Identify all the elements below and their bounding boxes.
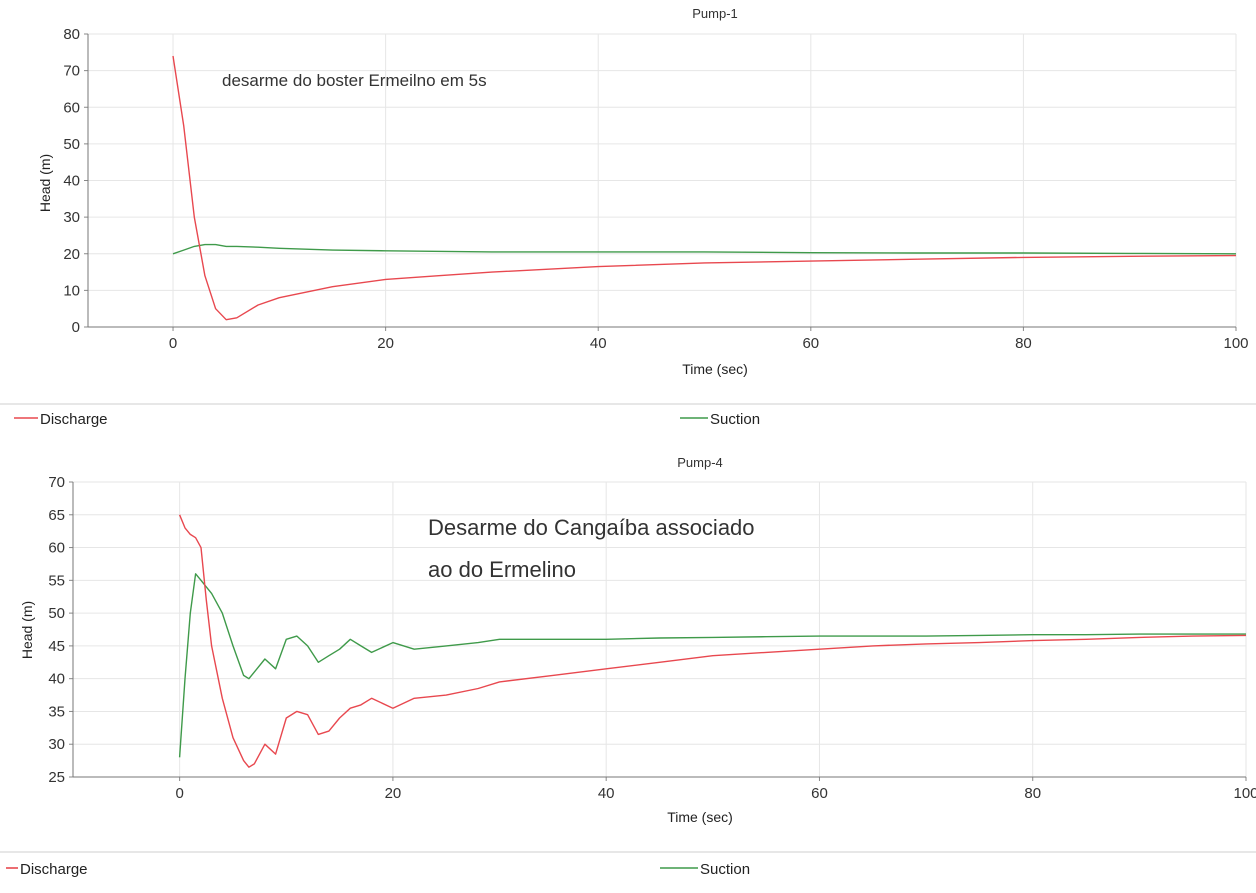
chart-title: Pump-4 xyxy=(677,455,723,470)
series-line-suction xyxy=(172,243,1237,255)
chart-annotation-line-2: ao do Ermelino xyxy=(428,557,576,582)
plot-area: 25 30 35 40 45 50 55 60 65 70 0 20 40 60 80 100 xyxy=(48,474,1256,802)
x-axis-title: Time (sec) xyxy=(682,361,748,377)
x-tick-label: 80 xyxy=(1024,785,1041,802)
x-tick-label: 60 xyxy=(802,335,819,352)
y-tick-label: 60 xyxy=(48,540,65,557)
y-tick-label: 25 xyxy=(48,769,65,786)
series-line-suction xyxy=(178,573,1246,758)
x-tick-label: 20 xyxy=(377,335,394,352)
series-line-discharge xyxy=(178,514,1247,768)
y-tick-label: 30 xyxy=(63,209,80,226)
legend: Discharge Suction xyxy=(6,861,750,878)
y-tick-label: 0 xyxy=(72,319,80,336)
y-tick-label: 70 xyxy=(63,63,80,80)
x-tick-label: 60 xyxy=(811,785,828,802)
chart-annotation: desarme do boster Ermeilno em 5s xyxy=(222,71,487,90)
y-axis-title: Head (m) xyxy=(19,601,35,659)
chart-title: Pump-1 xyxy=(692,6,738,21)
x-tick-label: 20 xyxy=(385,785,402,802)
x-tick-label: 80 xyxy=(1015,335,1032,352)
y-tick-label: 35 xyxy=(48,703,65,720)
x-tick-label: 0 xyxy=(169,335,177,352)
y-tick-label: 50 xyxy=(63,136,80,153)
x-tick-label: 40 xyxy=(598,785,615,802)
legend-label-discharge: Discharge xyxy=(20,861,88,878)
y-tick-label: 55 xyxy=(48,572,65,589)
x-tick-label: 0 xyxy=(175,785,183,802)
plot-area: 0 10 20 30 40 50 60 70 80 0 20 40 60 80 100 xyxy=(63,26,1248,352)
y-tick-label: 10 xyxy=(63,282,80,299)
x-axis-title: Time (sec) xyxy=(667,809,733,825)
chart-annotation-line-1: Desarme do Cangaíba associado xyxy=(428,515,755,540)
y-tick-label: 80 xyxy=(63,26,80,43)
legend-label-suction: Suction xyxy=(710,411,760,428)
legend-label-discharge: Discharge xyxy=(40,411,108,428)
x-tick-label: 100 xyxy=(1223,335,1248,352)
y-tick-label: 40 xyxy=(63,173,80,190)
y-tick-label: 60 xyxy=(63,99,80,116)
y-axis-title: Head (m) xyxy=(37,154,53,212)
chart-pump-1: 0 10 20 30 40 50 60 70 80 0 20 40 60 80 100 Pump-1 des… xyxy=(0,6,1256,428)
y-tick-label: 20 xyxy=(63,246,80,263)
x-tick-label: 100 xyxy=(1233,785,1256,802)
y-tick-label: 45 xyxy=(48,638,65,655)
y-tick-label: 50 xyxy=(48,605,65,622)
y-tick-label: 30 xyxy=(48,736,65,753)
y-tick-label: 65 xyxy=(48,507,65,524)
y-tick-label: 40 xyxy=(48,671,65,688)
y-tick-label: 70 xyxy=(48,474,65,491)
x-tick-label: 40 xyxy=(590,335,607,352)
legend-label-suction: Suction xyxy=(700,861,750,878)
series-line-discharge xyxy=(172,55,1237,321)
legend: Discharge Suction xyxy=(14,411,760,428)
